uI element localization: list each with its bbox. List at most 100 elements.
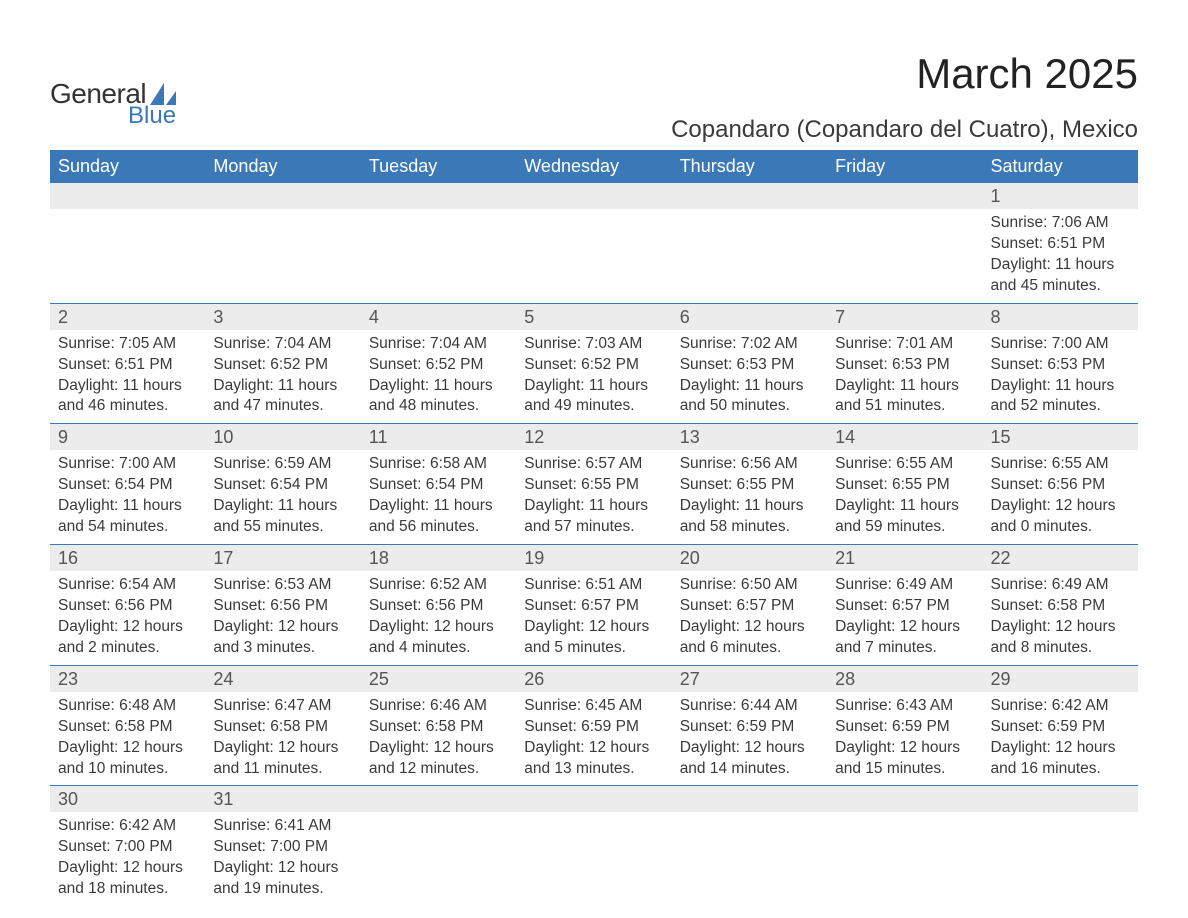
day-number — [50, 183, 205, 209]
day-number: 8 — [983, 304, 1138, 330]
day-cell: 31Sunrise: 6:41 AMSunset: 7:00 PMDayligh… — [205, 786, 360, 906]
daylight: Daylight: 11 hours and 47 minutes. — [213, 376, 352, 418]
week-row: 9Sunrise: 7:00 AMSunset: 6:54 PMDaylight… — [50, 424, 1138, 545]
day-body — [361, 209, 516, 219]
sunrise: Sunrise: 7:02 AM — [680, 334, 819, 355]
sunset: Sunset: 6:55 PM — [835, 475, 974, 496]
day-cell: 28Sunrise: 6:43 AMSunset: 6:59 PMDayligh… — [827, 665, 982, 786]
sunset: Sunset: 6:53 PM — [991, 355, 1130, 376]
sunset: Sunset: 6:56 PM — [991, 475, 1130, 496]
day-cell: 18Sunrise: 6:52 AMSunset: 6:56 PMDayligh… — [361, 545, 516, 666]
brand-logo: General Blue — [50, 78, 176, 130]
day-header: Saturday — [983, 150, 1138, 183]
day-number: 12 — [516, 424, 671, 450]
sunset: Sunset: 6:59 PM — [680, 717, 819, 738]
day-body — [672, 812, 827, 822]
day-body: Sunrise: 6:41 AMSunset: 7:00 PMDaylight:… — [205, 812, 360, 906]
daylight: Daylight: 12 hours and 5 minutes. — [524, 617, 663, 659]
day-body: Sunrise: 6:50 AMSunset: 6:57 PMDaylight:… — [672, 571, 827, 665]
sunset: Sunset: 6:54 PM — [58, 475, 197, 496]
day-body — [827, 209, 982, 219]
day-number: 31 — [205, 786, 360, 812]
sunset: Sunset: 6:55 PM — [680, 475, 819, 496]
day-header: Wednesday — [516, 150, 671, 183]
sunset: Sunset: 6:53 PM — [680, 355, 819, 376]
day-cell: 4Sunrise: 7:04 AMSunset: 6:52 PMDaylight… — [361, 303, 516, 424]
day-body: Sunrise: 6:48 AMSunset: 6:58 PMDaylight:… — [50, 692, 205, 786]
day-number: 14 — [827, 424, 982, 450]
daylight: Daylight: 12 hours and 6 minutes. — [680, 617, 819, 659]
day-number: 6 — [672, 304, 827, 330]
sunset: Sunset: 6:58 PM — [369, 717, 508, 738]
day-header: Thursday — [672, 150, 827, 183]
sunrise: Sunrise: 7:06 AM — [991, 213, 1130, 234]
day-cell — [50, 183, 205, 303]
calendar-body: 1Sunrise: 7:06 AMSunset: 6:51 PMDaylight… — [50, 183, 1138, 906]
day-body — [827, 812, 982, 822]
daylight: Daylight: 11 hours and 52 minutes. — [991, 376, 1130, 418]
day-body: Sunrise: 6:55 AMSunset: 6:55 PMDaylight:… — [827, 450, 982, 544]
day-body: Sunrise: 6:49 AMSunset: 6:58 PMDaylight:… — [983, 571, 1138, 665]
day-cell: 17Sunrise: 6:53 AMSunset: 6:56 PMDayligh… — [205, 545, 360, 666]
month-title: March 2025 — [671, 50, 1138, 98]
day-number: 11 — [361, 424, 516, 450]
daylight: Daylight: 12 hours and 2 minutes. — [58, 617, 197, 659]
day-header: Sunday — [50, 150, 205, 183]
day-body: Sunrise: 7:00 AMSunset: 6:54 PMDaylight:… — [50, 450, 205, 544]
day-number: 16 — [50, 545, 205, 571]
day-cell: 15Sunrise: 6:55 AMSunset: 6:56 PMDayligh… — [983, 424, 1138, 545]
day-cell — [516, 786, 671, 906]
daylight: Daylight: 12 hours and 10 minutes. — [58, 738, 197, 780]
day-body: Sunrise: 6:43 AMSunset: 6:59 PMDaylight:… — [827, 692, 982, 786]
daylight: Daylight: 11 hours and 45 minutes. — [991, 255, 1130, 297]
daylight: Daylight: 11 hours and 56 minutes. — [369, 496, 508, 538]
brand-blue: Blue — [128, 102, 176, 130]
sunrise: Sunrise: 6:42 AM — [991, 696, 1130, 717]
daylight: Daylight: 11 hours and 50 minutes. — [680, 376, 819, 418]
daylight: Daylight: 12 hours and 7 minutes. — [835, 617, 974, 659]
sunrise: Sunrise: 6:50 AM — [680, 575, 819, 596]
sunset: Sunset: 6:52 PM — [369, 355, 508, 376]
calendar: SundayMondayTuesdayWednesdayThursdayFrid… — [50, 150, 1138, 906]
day-number: 23 — [50, 666, 205, 692]
sunrise: Sunrise: 6:54 AM — [58, 575, 197, 596]
week-row: 2Sunrise: 7:05 AMSunset: 6:51 PMDaylight… — [50, 303, 1138, 424]
day-cell: 14Sunrise: 6:55 AMSunset: 6:55 PMDayligh… — [827, 424, 982, 545]
daylight: Daylight: 11 hours and 59 minutes. — [835, 496, 974, 538]
day-body — [516, 209, 671, 219]
day-body: Sunrise: 7:04 AMSunset: 6:52 PMDaylight:… — [361, 330, 516, 424]
day-number: 17 — [205, 545, 360, 571]
day-number — [516, 786, 671, 812]
daylight: Daylight: 12 hours and 8 minutes. — [991, 617, 1130, 659]
sunset: Sunset: 6:58 PM — [58, 717, 197, 738]
day-cell — [672, 183, 827, 303]
day-number: 7 — [827, 304, 982, 330]
day-header: Tuesday — [361, 150, 516, 183]
day-number: 5 — [516, 304, 671, 330]
day-body: Sunrise: 6:51 AMSunset: 6:57 PMDaylight:… — [516, 571, 671, 665]
day-body — [983, 812, 1138, 822]
sunset: Sunset: 6:57 PM — [835, 596, 974, 617]
day-number: 18 — [361, 545, 516, 571]
day-number: 15 — [983, 424, 1138, 450]
day-body: Sunrise: 6:47 AMSunset: 6:58 PMDaylight:… — [205, 692, 360, 786]
day-number: 9 — [50, 424, 205, 450]
day-cell: 26Sunrise: 6:45 AMSunset: 6:59 PMDayligh… — [516, 665, 671, 786]
day-header-row: SundayMondayTuesdayWednesdayThursdayFrid… — [50, 150, 1138, 183]
day-number — [672, 183, 827, 209]
calendar-head: SundayMondayTuesdayWednesdayThursdayFrid… — [50, 150, 1138, 183]
sunset: Sunset: 6:58 PM — [213, 717, 352, 738]
sunset: Sunset: 6:54 PM — [213, 475, 352, 496]
daylight: Daylight: 12 hours and 11 minutes. — [213, 738, 352, 780]
day-body: Sunrise: 6:53 AMSunset: 6:56 PMDaylight:… — [205, 571, 360, 665]
daylight: Daylight: 12 hours and 14 minutes. — [680, 738, 819, 780]
day-number: 21 — [827, 545, 982, 571]
day-body: Sunrise: 6:45 AMSunset: 6:59 PMDaylight:… — [516, 692, 671, 786]
day-cell: 21Sunrise: 6:49 AMSunset: 6:57 PMDayligh… — [827, 545, 982, 666]
day-body: Sunrise: 6:56 AMSunset: 6:55 PMDaylight:… — [672, 450, 827, 544]
day-number: 10 — [205, 424, 360, 450]
day-cell: 2Sunrise: 7:05 AMSunset: 6:51 PMDaylight… — [50, 303, 205, 424]
day-cell — [672, 786, 827, 906]
sunrise: Sunrise: 6:46 AM — [369, 696, 508, 717]
sunrise: Sunrise: 6:55 AM — [991, 454, 1130, 475]
